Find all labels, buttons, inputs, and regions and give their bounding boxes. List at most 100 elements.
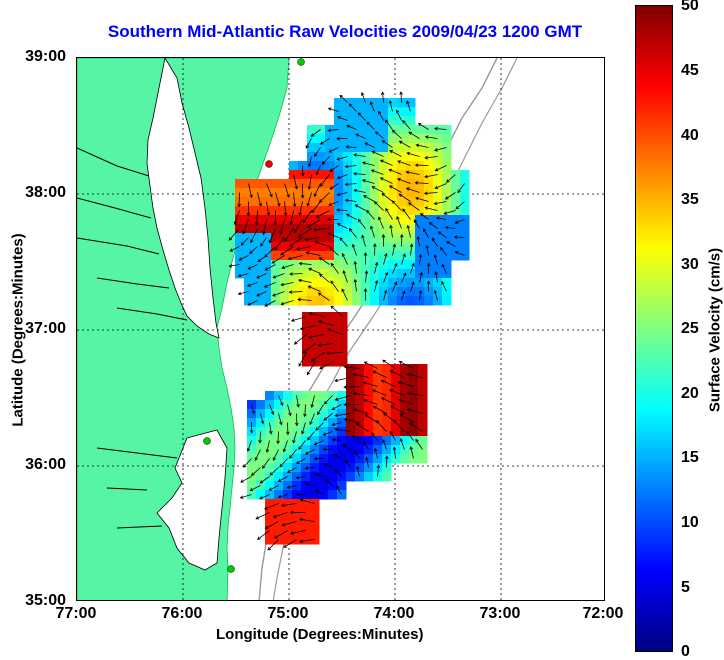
velocity-arrow: [305, 138, 312, 149]
x-tick-label: 75:00: [267, 605, 309, 622]
velocity-cell: [301, 508, 311, 518]
velocity-arrow: [315, 165, 321, 176]
velocity-cell: [310, 535, 320, 545]
velocity-cell: [373, 436, 383, 446]
velocity-cell: [320, 312, 330, 322]
velocity-cell: [301, 409, 311, 419]
velocity-cell: [310, 481, 320, 491]
velocity-arrow: [391, 129, 402, 139]
velocity-cell: [325, 188, 335, 198]
velocity-cell: [343, 206, 353, 216]
velocity-arrow: [371, 150, 384, 157]
velocity-arrow: [327, 217, 339, 222]
velocity-arrow: [281, 264, 294, 270]
velocity-cell: [409, 436, 419, 446]
velocity-arrow: [446, 241, 456, 247]
velocity-cell: [370, 224, 380, 234]
velocity-arrow: [306, 361, 316, 376]
velocity-cell: [364, 427, 374, 437]
velocity-cell: [298, 260, 308, 270]
velocity-arrow: [415, 143, 429, 148]
velocity-cell: [262, 278, 272, 288]
velocity-arrow: [288, 237, 303, 247]
velocity-cell: [256, 472, 266, 482]
velocity-arrow: [389, 150, 402, 157]
velocity-cell: [361, 296, 371, 306]
velocity-cell: [253, 179, 263, 189]
velocity-arrow: [228, 228, 240, 241]
velocity-arrow: [363, 288, 368, 301]
velocity-cell: [418, 373, 428, 383]
velocity-cell: [283, 535, 293, 545]
velocity-arrow: [331, 422, 342, 427]
map-plot-area: [76, 57, 605, 601]
y-axis-label: Latitude (Degrees:Minutes): [9, 233, 27, 427]
colorbar-tick: 45: [681, 62, 699, 79]
velocity-arrow: [295, 458, 306, 464]
velocity-cell: [460, 206, 470, 216]
velocity-arrow: [306, 192, 312, 207]
velocity-cell: [373, 454, 383, 464]
velocity-cell: [415, 161, 425, 171]
velocity-cell: [343, 242, 353, 252]
velocity-arrow: [418, 253, 423, 265]
velocity-cell: [391, 400, 401, 410]
velocity-arrow: [399, 437, 405, 450]
velocity-arrow: [433, 254, 438, 265]
x-tick-label: 73:00: [479, 605, 521, 622]
velocity-cell: [442, 206, 452, 216]
velocity-cell: [406, 197, 416, 207]
velocity-arrow: [299, 325, 316, 331]
velocity-cell: [325, 269, 335, 279]
velocity-cell: [256, 463, 266, 473]
x-tick-label: 77:00: [55, 605, 97, 622]
velocity-cell: [397, 125, 407, 135]
velocity-arrow: [330, 280, 339, 292]
velocity-cell: [310, 490, 320, 500]
velocity-cell: [307, 215, 317, 225]
velocity-cell: [298, 287, 308, 297]
velocity-cell: [271, 242, 281, 252]
velocity-cell: [388, 287, 398, 297]
velocity-arrow: [419, 271, 423, 283]
velocity-cell: [319, 391, 329, 401]
velocity-cell: [307, 260, 317, 270]
velocity-cell: [247, 409, 257, 419]
velocity-arrow: [292, 192, 297, 208]
velocity-arrow: [428, 222, 438, 229]
velocity-arrow: [318, 192, 330, 203]
velocity-cell: [415, 143, 425, 153]
velocity-cell: [433, 188, 443, 198]
velocity-arrow: [262, 219, 267, 236]
velocity-arrow: [396, 177, 411, 184]
velocity-cell: [424, 233, 434, 243]
velocity-cell: [262, 269, 272, 279]
velocity-cell: [373, 400, 383, 410]
velocity-cell: [316, 242, 326, 252]
velocity-cell: [373, 427, 383, 437]
velocity-arrow: [279, 219, 285, 235]
velocity-cell: [307, 233, 317, 243]
velocity-arrow: [308, 312, 325, 317]
velocity-arrow: [434, 271, 438, 283]
velocity-cell: [253, 215, 263, 225]
velocity-cell: [409, 382, 419, 392]
colorbar-tick: 5: [681, 579, 690, 596]
velocity-cell: [379, 107, 389, 117]
velocity-cell: [262, 242, 272, 252]
velocity-cell: [253, 278, 263, 288]
velocity-cell: [433, 233, 443, 243]
velocity-cell: [280, 296, 290, 306]
velocity-arrow: [267, 539, 279, 551]
velocity-arrow: [381, 233, 386, 247]
y-tick-label: 37:00: [25, 320, 66, 337]
velocity-cell: [247, 472, 257, 482]
velocity-cell: [265, 499, 275, 509]
velocity-cell: [262, 224, 272, 234]
velocity-cell: [310, 472, 320, 482]
velocity-arrow: [319, 138, 330, 145]
velocity-arrow: [264, 264, 276, 271]
velocity-cell: [289, 260, 299, 270]
velocity-cell: [352, 242, 362, 252]
velocity-arrow: [246, 282, 258, 287]
